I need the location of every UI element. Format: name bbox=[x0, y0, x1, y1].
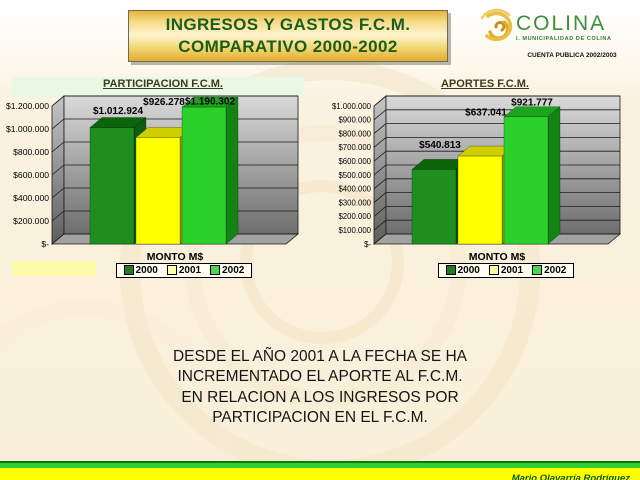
legend-item-2002: 2002 bbox=[532, 265, 566, 276]
data-label: $1.190.302 bbox=[185, 97, 235, 108]
legend-item-2001: 2001 bbox=[488, 265, 523, 276]
x-axis-label: MONTO M$ bbox=[469, 251, 526, 263]
bar-2002 bbox=[181, 96, 239, 245]
chart-title: APORTES F.C.M. bbox=[440, 78, 529, 90]
y-tick-label: $600.000 bbox=[338, 157, 371, 166]
y-tick-label: $400.000 bbox=[338, 185, 371, 194]
legend-item-2001: 2001 bbox=[166, 265, 201, 276]
y-tick-label: $600.000 bbox=[13, 170, 49, 180]
y-tick-label: $- bbox=[41, 239, 49, 249]
y-tick-label: $900.000 bbox=[338, 116, 371, 125]
y-tick-label: $500.000 bbox=[338, 171, 371, 180]
swirl-icon bbox=[480, 8, 513, 42]
conclusion-note: DESDE EL AÑO 2001 A LA FECHA SE HA INCRE… bbox=[172, 348, 468, 427]
footer: Mario Olavarría Rodríguez bbox=[0, 461, 640, 480]
logo-caption: CUENTA PUBLICA 2002/2003 bbox=[527, 52, 617, 59]
y-tick-label: $100.000 bbox=[338, 226, 371, 235]
slide-title-banner: INGRESOS Y GASTOS F.C.M. COMPARATIVO 200… bbox=[128, 10, 448, 62]
aportes-plot: $1.000.000 $900.000 $800.000 $700.000 $600.0… bbox=[332, 95, 622, 263]
data-label: $921.777 bbox=[511, 97, 553, 108]
data-label: $540.813 bbox=[419, 140, 461, 151]
footer-yellow-bar: Mario Olavarría Rodríguez bbox=[0, 468, 640, 480]
y-tick-label: $1.200.000 bbox=[6, 101, 49, 111]
logo-subtitle: I. MUNICIPALIDAD DE COLINA bbox=[516, 35, 612, 42]
legend-key-2000 bbox=[123, 265, 134, 275]
slide-title-line2: COMPARATIVO 2000-2002 bbox=[178, 37, 398, 56]
y-tick-label: $400.000 bbox=[13, 193, 49, 203]
left-title-highlight-band bbox=[12, 77, 304, 97]
participacion-plot: $1.200.000 $1.000.000 $800.000 $600.000 $400… bbox=[6, 95, 300, 263]
y-tick-label: $1.000.000 bbox=[332, 102, 372, 111]
x-axis-label: MONTO M$ bbox=[147, 251, 204, 263]
chart-participacion-fcm: PARTICIPACION F.C.M. $1.200.000 $1.000.00… bbox=[6, 78, 320, 280]
chart-legend: 2000 2001 2002 bbox=[437, 262, 575, 278]
slide-title-line1: INGRESOS Y GASTOS F.C.M. bbox=[165, 14, 411, 34]
footer-green-bar bbox=[0, 463, 640, 468]
legend-item-2002: 2002 bbox=[210, 265, 244, 276]
y-tick-label: $700.000 bbox=[338, 143, 371, 152]
y-tick-label: $1.000.000 bbox=[6, 124, 49, 134]
legend-key-2000 bbox=[445, 265, 456, 275]
data-label: $1.012.924 bbox=[93, 106, 143, 117]
data-label: $926.278 bbox=[143, 97, 185, 108]
chart-aportes-fcm: APORTES F.C.M. $1.000.000 $900.000 $800.00… bbox=[328, 78, 640, 280]
y-tick-label: $- bbox=[364, 240, 371, 249]
bottom-left-highlight-patch bbox=[12, 261, 96, 276]
footer-hairline bbox=[0, 461, 640, 463]
y-tick-label: $200.000 bbox=[338, 212, 371, 221]
chart-title: PARTICIPACION F.C.M. bbox=[103, 78, 223, 90]
logo-name: COLINA bbox=[516, 11, 607, 35]
legend-key-2001 bbox=[488, 265, 499, 275]
legend-key-2002 bbox=[210, 265, 221, 275]
colina-logo: COLINA I. MUNICIPALIDAD DE COLINA CUENTA… bbox=[476, 6, 634, 59]
legend-item-2000: 2000 bbox=[445, 265, 480, 276]
footer-author: Mario Olavarría Rodríguez bbox=[511, 473, 630, 480]
y-tick-label: $800.000 bbox=[13, 147, 49, 157]
legend-key-2001 bbox=[166, 265, 177, 275]
y-tick-label: $200.000 bbox=[13, 216, 49, 226]
legend-item-2000: 2000 bbox=[123, 265, 158, 276]
bar-2002 bbox=[503, 106, 561, 245]
y-tick-label: $300.000 bbox=[338, 198, 371, 207]
data-label: $637.041 bbox=[465, 108, 507, 119]
legend-key-2002 bbox=[532, 265, 543, 275]
y-tick-label: $800.000 bbox=[338, 129, 371, 138]
chart-legend: 2000 2001 2002 bbox=[115, 262, 253, 278]
